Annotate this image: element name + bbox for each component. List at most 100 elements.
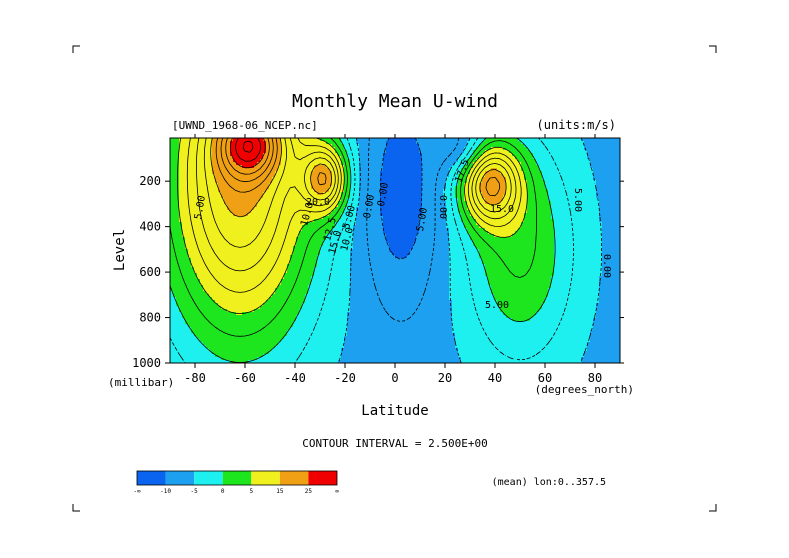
field-cell bbox=[425, 138, 429, 142]
field-cell bbox=[407, 207, 411, 211]
field-cell bbox=[581, 207, 585, 211]
field-cell bbox=[287, 141, 291, 145]
field-cell bbox=[542, 210, 546, 214]
field-cell bbox=[557, 147, 561, 151]
field-cell bbox=[494, 195, 498, 199]
field-cell bbox=[383, 141, 387, 145]
field-cell bbox=[287, 222, 291, 226]
field-cell bbox=[401, 216, 405, 220]
field-cell bbox=[476, 213, 480, 217]
field-cell bbox=[359, 186, 363, 190]
field-cell bbox=[476, 204, 480, 208]
field-cell bbox=[344, 210, 348, 214]
field-cell bbox=[212, 141, 216, 145]
field-cell bbox=[443, 174, 447, 178]
field-cell bbox=[449, 141, 453, 145]
field-cell bbox=[590, 198, 594, 202]
field-cell bbox=[353, 147, 357, 151]
field-cell bbox=[602, 213, 606, 217]
field-cell bbox=[428, 186, 432, 190]
field-cell bbox=[239, 192, 243, 196]
field-cell bbox=[206, 195, 210, 199]
field-cell bbox=[227, 234, 231, 238]
field-cell bbox=[569, 153, 573, 157]
field-cell bbox=[581, 192, 585, 196]
field-cell bbox=[308, 234, 312, 238]
field-cell bbox=[425, 201, 429, 205]
field-cell bbox=[572, 219, 576, 223]
field-cell bbox=[566, 189, 570, 193]
field-cell bbox=[254, 171, 258, 175]
field-cell bbox=[311, 162, 315, 166]
field-cell bbox=[611, 141, 615, 145]
field-cell bbox=[443, 210, 447, 214]
field-cell bbox=[308, 213, 312, 217]
field-cell bbox=[530, 192, 534, 196]
field-cell bbox=[293, 171, 297, 175]
field-cell bbox=[593, 207, 597, 211]
field-cell bbox=[404, 144, 408, 148]
field-cell bbox=[287, 207, 291, 211]
field-cell bbox=[614, 201, 618, 205]
field-cell bbox=[449, 201, 453, 205]
field-cell bbox=[455, 171, 459, 175]
field-cell bbox=[455, 153, 459, 157]
field-cell bbox=[197, 210, 201, 214]
field-cell bbox=[479, 222, 483, 226]
field-cell bbox=[470, 144, 474, 148]
field-cell bbox=[239, 198, 243, 202]
field-cell bbox=[410, 141, 414, 145]
field-cell bbox=[521, 177, 525, 181]
field-cell bbox=[551, 183, 555, 187]
field-cell bbox=[464, 228, 468, 232]
field-cell bbox=[335, 153, 339, 157]
field-cell bbox=[548, 138, 552, 142]
field-cell bbox=[383, 165, 387, 169]
field-cell bbox=[326, 234, 330, 238]
field-cell bbox=[248, 204, 252, 208]
field-cell bbox=[581, 165, 585, 169]
field-cell bbox=[338, 186, 342, 190]
field-cell bbox=[317, 195, 321, 199]
field-cell bbox=[197, 234, 201, 238]
field-cell bbox=[500, 222, 504, 226]
field-cell bbox=[524, 183, 528, 187]
field-cell bbox=[608, 168, 612, 172]
field-cell bbox=[221, 186, 225, 190]
field-cell bbox=[173, 180, 177, 184]
field-cell bbox=[410, 168, 414, 172]
field-cell bbox=[263, 186, 267, 190]
field-cell bbox=[554, 225, 558, 229]
field-cell bbox=[317, 162, 321, 166]
field-cell bbox=[269, 213, 273, 217]
field-cell bbox=[542, 192, 546, 196]
field-cell bbox=[263, 234, 267, 238]
field-cell bbox=[353, 195, 357, 199]
field-cell bbox=[569, 162, 573, 166]
field-cell bbox=[581, 195, 585, 199]
field-cell bbox=[317, 213, 321, 217]
field-cell bbox=[449, 150, 453, 154]
field-cell bbox=[566, 141, 570, 145]
field-cell bbox=[560, 192, 564, 196]
field-cell bbox=[209, 138, 213, 142]
field-cell bbox=[494, 150, 498, 154]
field-cell bbox=[545, 177, 549, 181]
field-cell bbox=[482, 210, 486, 214]
field-cell bbox=[317, 153, 321, 157]
field-cell bbox=[278, 216, 282, 220]
field-cell bbox=[593, 219, 597, 223]
field-cell bbox=[284, 150, 288, 154]
field-cell bbox=[380, 144, 384, 148]
field-cell bbox=[266, 192, 270, 196]
field-cell bbox=[491, 228, 495, 232]
field-cell bbox=[557, 213, 561, 217]
field-cell bbox=[314, 174, 318, 178]
field-cell bbox=[275, 174, 279, 178]
field-cell bbox=[248, 231, 252, 235]
field-cell bbox=[527, 210, 531, 214]
field-cell bbox=[413, 204, 417, 208]
field-cell bbox=[494, 183, 498, 187]
field-cell bbox=[251, 168, 255, 172]
field-cell bbox=[380, 159, 384, 163]
